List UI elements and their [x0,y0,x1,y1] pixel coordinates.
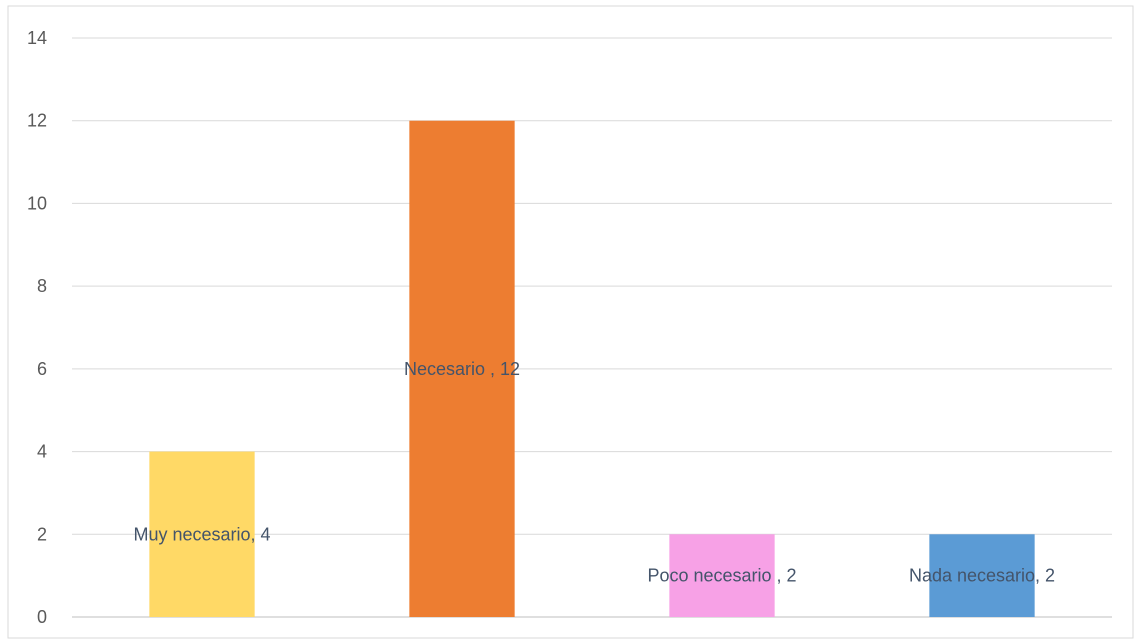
y-tick-label: 6 [37,359,47,379]
chart-title-area [0,0,1134,8]
y-tick-label: 0 [37,607,47,627]
y-axis-tick-labels: 0 2 4 6 8 10 12 14 [27,28,47,627]
y-tick-label: 12 [27,111,47,131]
y-tick-label: 2 [37,524,47,544]
data-labels: Muy necesario, 4 Necesario , 12 Poco neces… [133,359,1055,586]
y-tick-label: 14 [27,28,47,48]
y-tick-label: 8 [37,276,47,296]
data-label: Necesario , 12 [404,359,520,379]
y-tick-label: 10 [27,193,47,213]
data-label: Nada necesario, 2 [909,566,1055,586]
bar [409,120,515,617]
data-label: Poco necesario , 2 [647,566,796,586]
y-tick-label: 4 [37,442,47,462]
bars [149,120,1035,617]
bar [929,534,1035,617]
data-label: Muy necesario, 4 [133,524,270,544]
bar [669,534,775,617]
bar [149,451,255,617]
chart-border [7,5,1134,639]
